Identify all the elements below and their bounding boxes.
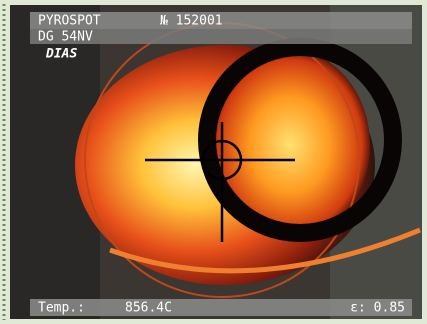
strip [109,227,421,274]
osd-bar [30,12,412,29]
model: DG 54NV [38,30,93,45]
ring [198,38,402,242]
brand: DIAS [45,47,77,62]
osd-bar [30,29,412,44]
temp-value: 856.4C [125,301,172,316]
device-name: PYROSPOT [38,14,101,29]
crosshair [145,122,295,242]
serial-number: № 152001 [160,14,223,29]
coil-end [210,50,370,240]
osd-bar [30,299,412,316]
emissivity: ε: 0.85 [350,301,405,316]
temp-label: Temp.: [38,301,85,316]
